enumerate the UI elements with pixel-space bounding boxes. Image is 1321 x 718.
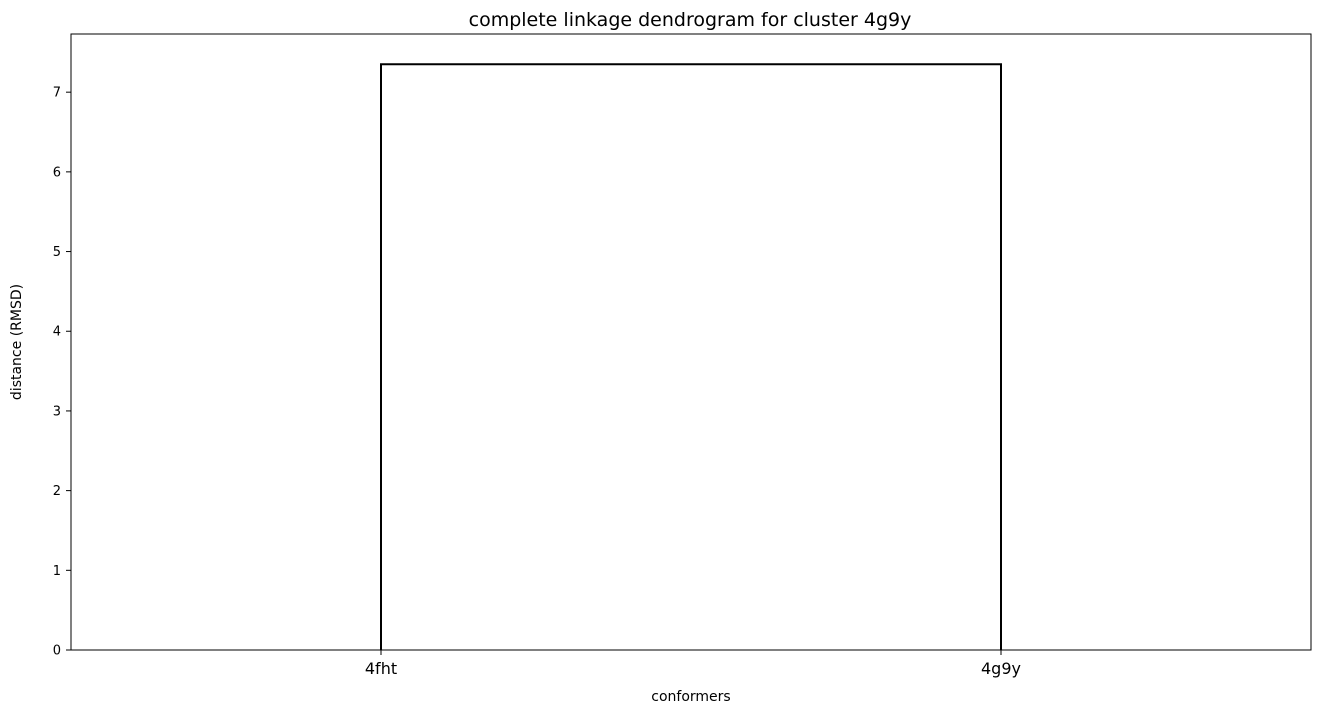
leaf-label-4fht: 4fht	[365, 659, 397, 678]
leaf-label-4g9y: 4g9y	[981, 659, 1021, 678]
y-tick-label: 4	[53, 325, 61, 340]
plot-area-frame	[70, 33, 1312, 651]
y-tick-label: 2	[53, 484, 61, 499]
y-tick-label: 5	[53, 245, 61, 260]
y-tick-label: 3	[53, 404, 61, 419]
y-tick-label: 7	[53, 86, 61, 101]
x-axis-label: conformers	[651, 689, 730, 705]
dendrogram-links	[380, 63, 1002, 650]
y-tick-label: 0	[53, 644, 61, 659]
y-axis-label: distance (RMSD)	[9, 284, 25, 400]
y-axis-ticks: 0 1 2 3 4 5 6 7	[53, 86, 71, 659]
y-tick-label: 1	[53, 564, 61, 579]
dendrogram-link	[380, 63, 1002, 650]
chart-title: complete linkage dendrogram for cluster …	[469, 9, 912, 31]
y-tick-label: 6	[53, 165, 61, 180]
x-axis-ticks: 4fht 4g9y	[365, 650, 1021, 678]
